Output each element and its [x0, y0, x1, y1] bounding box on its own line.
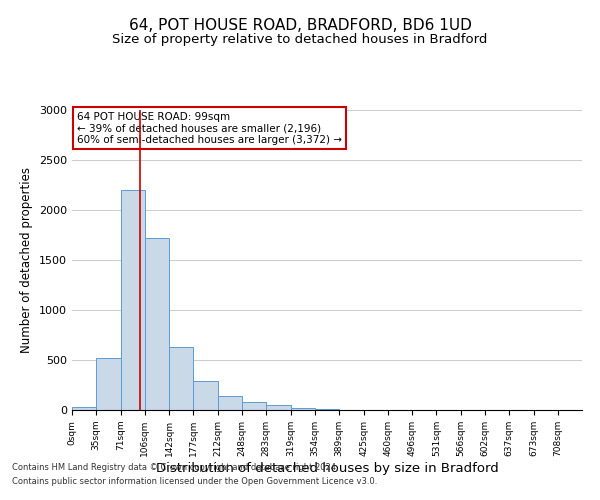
Text: Contains HM Land Registry data © Crown copyright and database right 2024.: Contains HM Land Registry data © Crown c…: [12, 464, 338, 472]
Bar: [121, 190, 145, 410]
Y-axis label: Number of detached properties: Number of detached properties: [20, 167, 34, 353]
Bar: [193, 381, 218, 410]
Bar: [218, 396, 242, 410]
Text: Contains public sector information licensed under the Open Government Licence v3: Contains public sector information licen…: [12, 477, 377, 486]
Text: 64, POT HOUSE ROAD, BRADFORD, BD6 1UD: 64, POT HOUSE ROAD, BRADFORD, BD6 1UD: [128, 18, 472, 32]
Bar: [96, 358, 121, 410]
Bar: [242, 402, 266, 410]
Text: Size of property relative to detached houses in Bradford: Size of property relative to detached ho…: [112, 32, 488, 46]
Bar: [72, 406, 96, 410]
Bar: [291, 408, 315, 410]
Bar: [315, 409, 339, 410]
Bar: [169, 346, 193, 410]
X-axis label: Distribution of detached houses by size in Bradford: Distribution of detached houses by size …: [155, 462, 499, 474]
Bar: [145, 238, 169, 410]
Bar: [266, 405, 291, 410]
Text: 64 POT HOUSE ROAD: 99sqm
← 39% of detached houses are smaller (2,196)
60% of sem: 64 POT HOUSE ROAD: 99sqm ← 39% of detach…: [77, 112, 342, 144]
